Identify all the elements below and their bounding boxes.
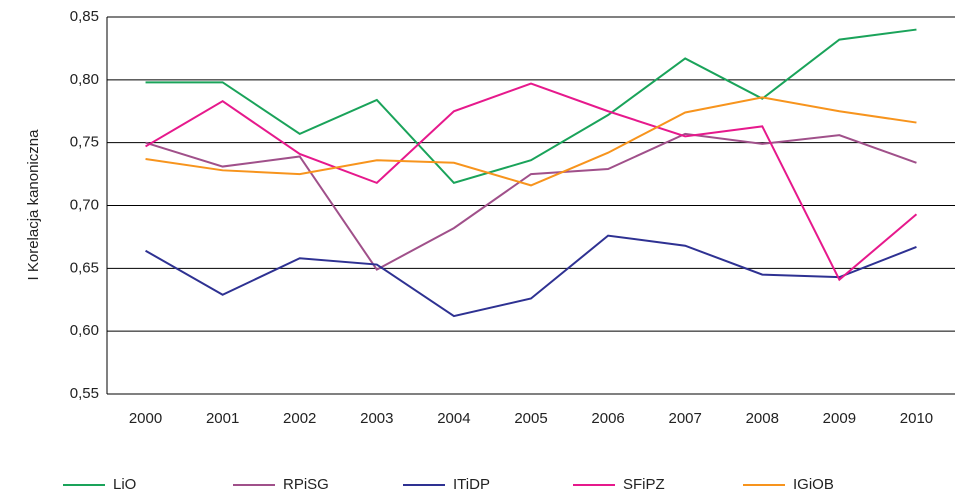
legend-label: LiO bbox=[113, 476, 136, 493]
series-line bbox=[145, 82, 918, 282]
x-tick-label: 2006 bbox=[591, 410, 624, 427]
x-tick-label: 2000 bbox=[129, 410, 162, 427]
x-tick-label: 2002 bbox=[283, 410, 316, 427]
y-tick-label: 0,70 bbox=[70, 196, 99, 213]
y-tick-label: 0,80 bbox=[70, 71, 99, 88]
legend-label: RPiSG bbox=[283, 476, 329, 493]
legend-label: SFiPZ bbox=[623, 476, 665, 493]
y-tick-label: 0,75 bbox=[70, 134, 99, 151]
x-tick-label: 2007 bbox=[668, 410, 701, 427]
x-tick-label: 2005 bbox=[514, 410, 547, 427]
series-line bbox=[145, 96, 917, 187]
x-tick-label: 2009 bbox=[823, 410, 856, 427]
x-tick-label: 2004 bbox=[437, 410, 470, 427]
legend-label: ITiDP bbox=[453, 476, 490, 493]
y-tick-label: 0,65 bbox=[70, 259, 99, 276]
legend-label: IGiOB bbox=[793, 476, 834, 493]
y-axis-label: I Korelacja kanoniczna bbox=[25, 129, 42, 281]
series-line bbox=[145, 28, 917, 185]
x-tick-label: 2003 bbox=[360, 410, 393, 427]
y-tick-label: 0,85 bbox=[70, 8, 99, 25]
series-line bbox=[145, 132, 917, 271]
series-line bbox=[145, 234, 917, 318]
y-tick-label: 0,60 bbox=[70, 322, 99, 339]
x-tick-label: 2001 bbox=[206, 410, 239, 427]
y-tick-label: 0,55 bbox=[70, 385, 99, 402]
x-tick-label: 2010 bbox=[900, 410, 933, 427]
x-tick-label: 2008 bbox=[746, 410, 779, 427]
